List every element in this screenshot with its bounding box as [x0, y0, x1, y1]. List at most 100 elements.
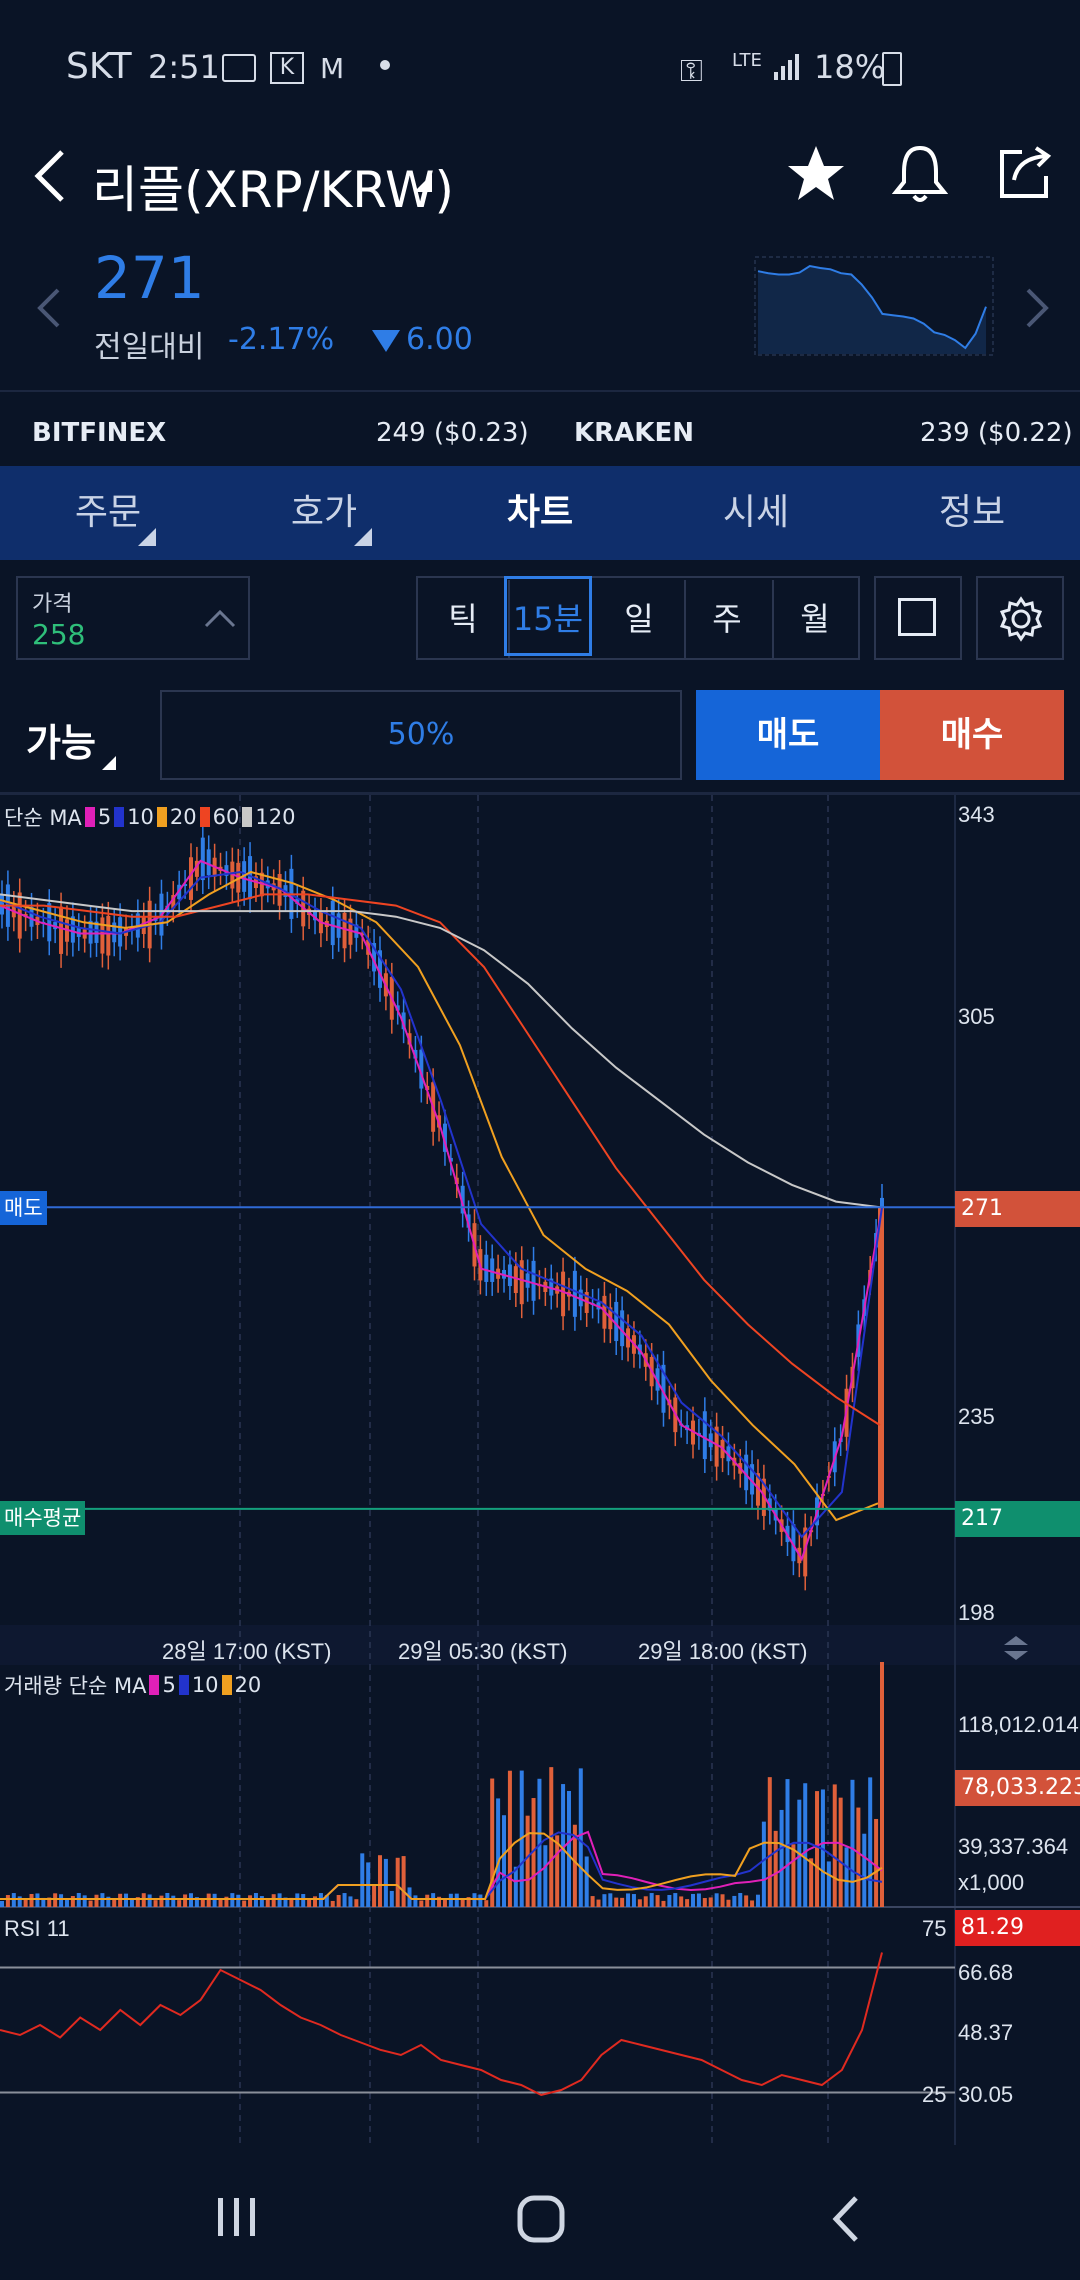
gear-icon	[999, 596, 1043, 642]
candle-body	[531, 1260, 536, 1301]
exchange-value-bitfinex: 249 ($0.23)	[376, 418, 529, 448]
volume-bar	[336, 1895, 341, 1907]
x-tick-2: 29일 05:30 (KST)	[398, 1639, 568, 1664]
exchange-value-kraken: 239 ($0.22)	[920, 418, 1073, 448]
volume-bar	[23, 1899, 28, 1907]
candle-body	[248, 856, 253, 899]
tab-info-label: 정보	[938, 492, 1006, 533]
volume-bar	[360, 1853, 365, 1907]
candle-body	[277, 874, 282, 906]
ma5-label: 5	[97, 805, 112, 829]
volume-bar	[218, 1898, 223, 1907]
tab-orderbook-dropdown-icon	[354, 528, 372, 546]
volume-bar	[295, 1893, 300, 1907]
down-triangle-icon	[372, 330, 400, 352]
price-tick-343: 343	[958, 802, 995, 827]
sell-price-tag: 271	[955, 1191, 1080, 1227]
volume-tick-3: 39,337.364	[958, 1834, 1069, 1859]
tab-order-dropdown-icon	[138, 528, 156, 546]
candle-body	[47, 903, 52, 942]
interval-week[interactable]: 주	[682, 580, 774, 658]
rsi-current-tag: 81.29	[955, 1910, 1080, 1946]
volume-bar	[342, 1893, 347, 1907]
interval-tick[interactable]: 틱	[418, 580, 510, 658]
volume-bar	[118, 1893, 123, 1907]
tab-info[interactable]: 정보	[864, 466, 1080, 560]
volume-bar	[419, 1900, 424, 1907]
volume-bar	[661, 1900, 666, 1907]
next-coin-icon[interactable]	[1024, 286, 1052, 330]
square-icon	[898, 598, 936, 636]
price-legend-label: 단순 MA	[4, 806, 82, 830]
interval-day[interactable]: 일	[594, 580, 686, 658]
volume-bar	[720, 1894, 725, 1907]
volume-bar	[354, 1899, 359, 1907]
x-tick-3: 29일 18:00 (KST)	[638, 1639, 808, 1664]
tab-chart[interactable]: 차트	[432, 466, 648, 560]
volume-bar	[248, 1895, 253, 1907]
candle-body	[614, 1301, 619, 1342]
candle-body	[460, 1185, 465, 1214]
interval-15min[interactable]: 15분	[504, 576, 592, 656]
volume-bar	[584, 1856, 589, 1907]
back-nav-icon[interactable]	[826, 2192, 866, 2246]
favorite-star-icon[interactable]	[786, 144, 846, 202]
back-arrow-icon[interactable]	[30, 146, 70, 206]
volume-bar	[35, 1893, 40, 1907]
volume-bar	[578, 1768, 583, 1907]
volume-bar	[691, 1893, 696, 1907]
tab-market-price[interactable]: 시세	[648, 466, 864, 560]
tab-order[interactable]: 주문	[0, 466, 216, 560]
recent-apps-icon[interactable]	[212, 2192, 262, 2242]
tab-orderbook[interactable]: 호가	[216, 466, 432, 560]
volume-bar	[850, 1779, 855, 1907]
chevron-up-icon[interactable]	[204, 608, 236, 628]
candle-body	[200, 837, 205, 881]
resize-handle-icon[interactable]	[1000, 1632, 1032, 1664]
volume-legend: 거래량 단순 MA 5 10 20	[4, 1670, 261, 1700]
available-dropdown-icon[interactable]	[102, 756, 116, 770]
volume-bar	[242, 1900, 247, 1907]
candle-body	[29, 906, 34, 927]
sell-button[interactable]: 매도	[696, 690, 880, 780]
fullscreen-button[interactable]	[874, 576, 962, 660]
ma5-swatch	[84, 807, 95, 827]
candle-body	[791, 1524, 796, 1562]
volume-bar	[809, 1858, 814, 1907]
volume-ma20-line	[0, 1832, 883, 1900]
interval-month[interactable]: 월	[800, 600, 830, 638]
candle-body	[360, 932, 365, 936]
volume-bar	[667, 1894, 672, 1907]
volume-bar	[348, 1896, 353, 1907]
settings-button[interactable]	[976, 576, 1064, 660]
volume-bar	[330, 1900, 335, 1907]
bell-icon[interactable]	[892, 142, 948, 204]
compare-label: 전일대비	[94, 330, 205, 365]
volume-bar	[135, 1897, 140, 1907]
share-icon[interactable]	[996, 144, 1054, 202]
candle-body	[342, 912, 347, 949]
prev-coin-icon[interactable]	[34, 286, 62, 330]
home-icon[interactable]	[514, 2192, 568, 2246]
title-dropdown-icon[interactable]	[414, 174, 432, 192]
price-chart[interactable]	[0, 795, 1080, 2145]
volume-bar	[862, 1833, 867, 1907]
volume-bar	[53, 1893, 58, 1907]
price-box[interactable]: 가격 258	[16, 576, 250, 660]
candle-body	[0, 894, 4, 915]
page-title[interactable]: 리플(XRP/KRW)	[92, 161, 454, 219]
volume-bar	[738, 1893, 743, 1907]
percent-selector[interactable]: 50%	[160, 690, 682, 780]
candle-body	[313, 911, 318, 921]
volume-bar	[236, 1894, 241, 1907]
volume-bar	[732, 1895, 737, 1907]
candle-body	[702, 1411, 707, 1460]
carrier-label: SKT	[66, 46, 132, 87]
candle-body	[70, 916, 75, 943]
volume-bar	[17, 1896, 22, 1907]
volume-bar	[383, 1858, 388, 1907]
volume-bar	[596, 1899, 601, 1907]
volume-bar	[437, 1896, 442, 1907]
candle-body	[661, 1364, 666, 1413]
buy-button[interactable]: 매수	[880, 690, 1064, 780]
